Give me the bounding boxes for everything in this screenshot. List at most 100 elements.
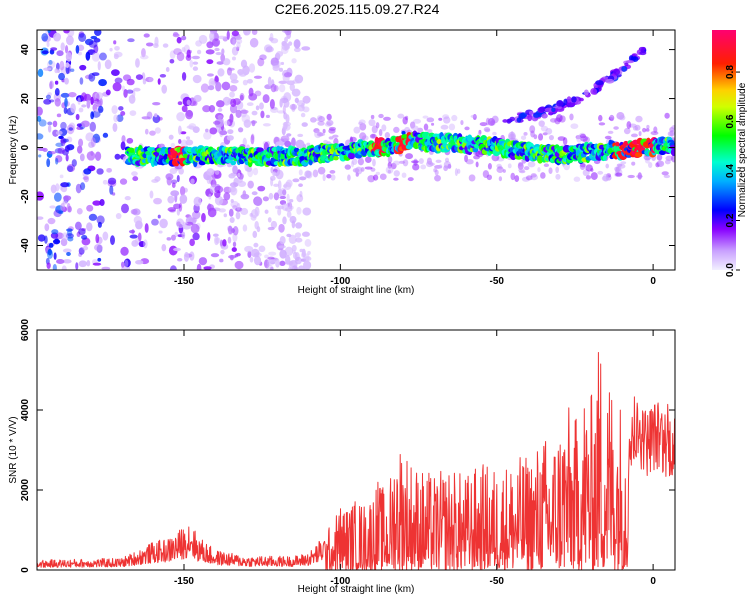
spectrogram-blob	[412, 163, 420, 171]
spectrogram-blob	[240, 109, 249, 114]
spectrogram-blob	[80, 120, 90, 128]
spectrogram-blob	[181, 71, 187, 81]
spectrogram-blob	[101, 266, 111, 270]
spectrogram-blob	[99, 198, 105, 206]
spectrogram-blob	[260, 110, 265, 119]
spectrogram-blob	[251, 191, 258, 196]
x-tick-label: 0	[650, 276, 656, 287]
spectrogram-blob	[279, 260, 286, 266]
harmonic-blob	[621, 65, 628, 72]
spectrogram-blob	[375, 171, 380, 176]
spectrogram-blob	[168, 134, 174, 140]
y-tick-label: 2000	[20, 478, 31, 501]
spectrogram-blob	[113, 53, 119, 60]
spectrogram-blob	[614, 166, 622, 172]
spectrogram-blob	[268, 192, 274, 200]
spectrogram-blob	[379, 173, 387, 180]
spectrogram-blob	[303, 253, 310, 262]
spectrogram-blob	[144, 128, 149, 135]
spectrogram-blob	[598, 114, 603, 122]
spectrogram-blob	[46, 262, 51, 269]
spectrogram-blob	[227, 236, 232, 244]
spectrogram-blob	[590, 168, 594, 172]
spectrogram-blob	[282, 189, 287, 196]
spectrogram-blob	[143, 33, 150, 38]
spectrogram-blob	[75, 262, 79, 270]
spectrogram-blob	[590, 172, 598, 180]
spectrogram-blob	[176, 175, 180, 183]
spectrogram-blob	[78, 138, 84, 147]
spectrogram-blob	[94, 151, 102, 161]
spectrogram-blob	[646, 124, 650, 130]
spectrogram-blob	[44, 223, 50, 232]
spectrogram-blob	[658, 161, 663, 166]
spectrogram-blob	[54, 97, 61, 107]
y-tick-label: 0	[20, 144, 31, 150]
spectrogram-blob	[238, 71, 247, 77]
spectrogram-blob	[192, 232, 200, 241]
spectrogram-blob	[247, 250, 252, 258]
spectrogram-blob	[110, 235, 115, 246]
spectrogram-blob	[133, 215, 143, 225]
spectrogram-blob	[44, 235, 48, 244]
snr-x-ticks: -150 -100 -50 0	[174, 330, 656, 587]
spectrogram-blob	[402, 159, 409, 167]
spectrogram-blob	[47, 121, 53, 126]
spectrogram-blob	[154, 176, 161, 182]
spectrogram-blob	[508, 131, 516, 140]
spectrogram-blob	[107, 177, 117, 185]
spectrogram-blob	[221, 81, 231, 91]
spectrogram-blob	[99, 52, 107, 61]
spectrogram-blob	[286, 30, 292, 40]
spectrogram-blob	[212, 233, 219, 237]
spectrogram-blob	[56, 113, 62, 118]
spectrogram-blob	[75, 183, 82, 194]
spectrogram-blob	[226, 30, 230, 40]
spectrogram-blob	[270, 166, 274, 174]
spectrogram-blob	[297, 265, 305, 270]
spectrogram-blob	[65, 52, 72, 62]
spectrogram-blob	[67, 165, 74, 172]
spectrogram-blob	[215, 81, 222, 92]
band-blob	[602, 154, 607, 161]
spectrogram-blob	[96, 168, 104, 175]
spectrogram-blob	[153, 197, 162, 205]
spectrogram-blob	[47, 124, 52, 133]
spectrogram-blob	[179, 186, 186, 196]
spectrogram-blob	[647, 162, 653, 168]
spectrogram-blob	[359, 132, 367, 141]
spectrogram-blob	[86, 99, 91, 109]
spectrogram-blob	[71, 159, 77, 167]
spectrogram-blob	[251, 133, 255, 141]
spectrogram-blob	[104, 59, 112, 70]
spectrogram-blob	[278, 223, 285, 233]
spectrogram-blob	[543, 163, 550, 168]
harmonic-blob	[527, 114, 533, 122]
spectrogram-blob	[61, 265, 67, 270]
spectrogram-blob	[171, 179, 178, 185]
spectrogram-blob	[570, 123, 579, 129]
spectrogram-blob	[109, 47, 113, 52]
spectrogram-blob	[78, 228, 86, 236]
harmonic-blob	[638, 46, 646, 52]
spectrogram-blob	[90, 96, 94, 105]
spectrogram-blob	[109, 185, 114, 195]
spectrogram-blob	[65, 62, 70, 69]
spectrogram-blob	[75, 45, 80, 54]
spectrogram-blob	[299, 190, 303, 198]
spectrogram-blob	[94, 30, 102, 37]
spectrogram-blob	[198, 34, 208, 44]
spectrogram-blob	[247, 167, 254, 178]
spectrogram-blob	[278, 245, 286, 249]
spectrogram-blob	[209, 127, 218, 135]
spectrogram-blob	[491, 115, 499, 124]
spectrogram-blob	[523, 132, 528, 136]
spectrogram-blob	[275, 141, 284, 146]
spectrogram-blob	[96, 215, 105, 225]
spectrogram-blob	[176, 208, 181, 216]
spectrogram-blob	[296, 206, 302, 215]
colorbar	[712, 30, 736, 270]
spectrogram-blob	[280, 61, 285, 66]
spectrogram-blob	[47, 92, 52, 97]
spectrogram-blob	[257, 57, 265, 67]
